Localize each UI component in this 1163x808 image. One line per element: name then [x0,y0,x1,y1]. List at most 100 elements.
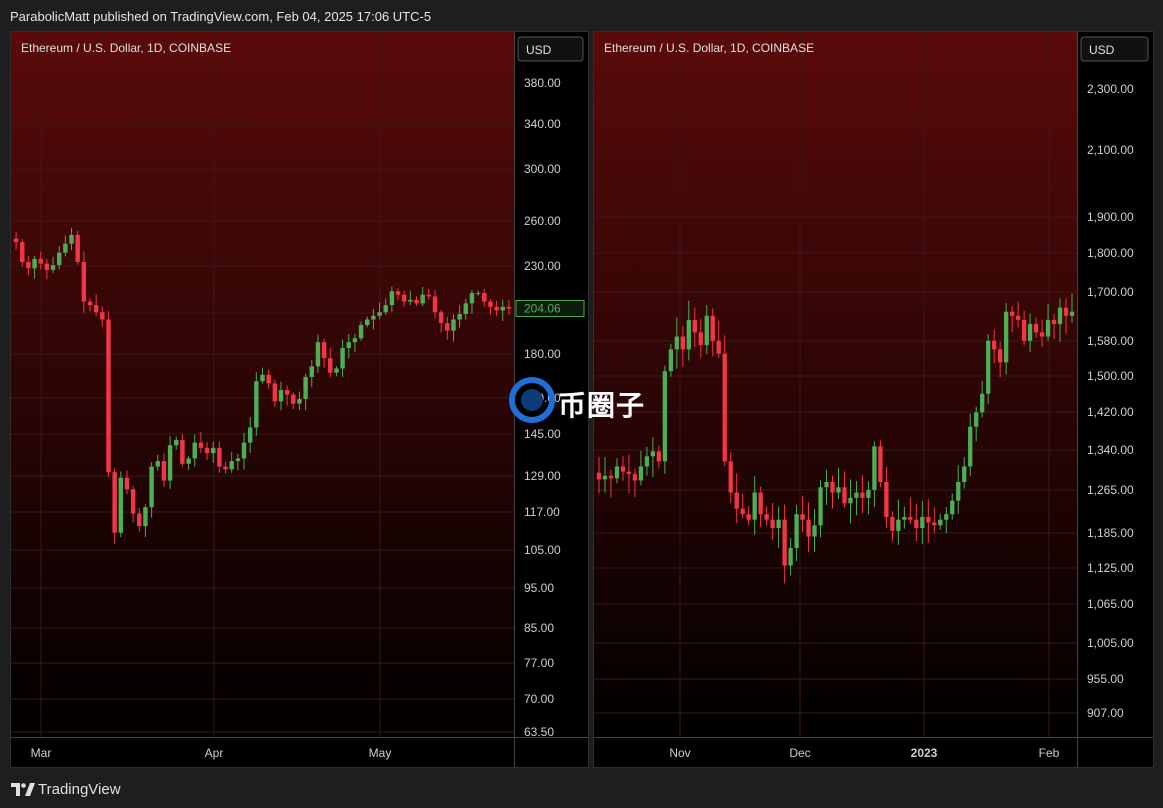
candle-body [241,442,247,459]
candle-body [475,292,481,294]
candle-body [962,466,967,482]
candle-body [180,440,185,464]
candle-body [1063,307,1069,316]
candle-body [210,447,216,454]
time-tick-label: Mar [31,746,52,760]
candle-body [401,294,407,302]
chart-panel-left[interactable]: 380.00340.00300.00260.00230.00206.00180.… [10,31,589,768]
candle-body [506,306,512,309]
published-caption: ParabolicMatt published on TradingView.c… [10,9,432,24]
time-tick-label: Apr [205,746,224,760]
chart-right-svg[interactable]: 2,300.00 2,100.00 1,900.00 1,800.00 1,700.00… [594,32,1153,767]
candle-body [950,500,955,515]
candle-body [776,519,781,529]
candle-body [334,368,339,373]
candle-body [758,492,763,515]
candle-body [1021,319,1027,341]
chart-panel-right[interactable]: 2,300.00 2,100.00 1,900.00 1,800.00 1,700.00… [593,31,1154,768]
time-tick-label: Dec [789,746,810,760]
candle-body [303,376,308,400]
price-tick-label: 1,900.00 [1087,210,1134,224]
footer-brand: TradingView [38,781,121,798]
time-tick-label: 2023 [911,746,938,760]
currency-label: USD [1089,43,1115,57]
candle-body [1069,311,1075,316]
candle-body [842,487,847,504]
candle-body [692,319,697,333]
candle-body [488,301,493,307]
candle-body [297,399,302,404]
candle-body [186,458,191,464]
candle-body [414,299,419,304]
price-tick-label: 105.00 [524,543,561,557]
candle-body [632,474,638,481]
candle-body [686,319,691,350]
last-price-badge [515,300,585,318]
candle-body [149,466,154,508]
candle-body [728,461,733,493]
candle-body [143,507,148,527]
candle-body [956,481,961,501]
price-tick-label: 260.00 [524,214,561,228]
candle-body [944,514,949,520]
candle-body [1033,324,1039,333]
candle-body [770,519,775,529]
candle-body [662,371,668,462]
footer: TradingView [0,775,1163,808]
candle-body [284,390,290,395]
candle-body [38,258,43,264]
candle-body [902,516,907,520]
candle-body [932,522,937,526]
last-price-label: 204.06 [524,302,561,316]
candle-body [432,296,438,313]
candle-body [315,342,321,367]
candle-body [836,487,841,493]
candle-body [100,312,105,320]
chart-left-svg[interactable]: 380.00340.00300.00260.00230.00206.00180.… [11,32,588,767]
candle-body [866,489,871,498]
watermark-logo-icon [509,377,555,423]
candle-body [50,265,56,270]
price-tick-label: 1,065.00 [1087,597,1134,611]
price-tick-label: 129.00 [524,469,561,483]
candle-body [93,305,99,313]
currency-button [1080,36,1149,62]
candle-body [346,342,351,349]
candle-body [63,243,68,253]
header-bar: ParabolicMatt published on TradingView.c… [0,0,1163,32]
candle-body [321,342,327,359]
candle-body [644,456,650,467]
candle-body [198,442,204,448]
price-tick-label: 85.00 [524,621,554,635]
candle-body [938,519,943,526]
candle-body [800,514,805,520]
candle-body [788,548,793,566]
candle-body [235,458,241,462]
candle-body [782,519,787,566]
candle-body [137,513,142,527]
price-tick-label: 95.00 [524,581,554,595]
price-tick-label: 1,500.00 [1087,369,1134,383]
candle-body [161,461,167,481]
candle-body [848,497,853,504]
chart-title: Ethereum / U.S. Dollar, 1D, COINBASE [21,41,231,55]
candle-body [896,519,901,531]
price-tick-label: 340.00 [524,117,561,131]
candle-body [457,314,462,320]
price-tick-label: 1,125.00 [1087,561,1134,575]
candle-body [377,312,382,316]
watermark-text: 币圈子 [558,390,646,421]
candle-body [680,336,685,350]
candle-body [704,315,709,346]
candle-body [106,319,111,473]
candle-body [740,508,745,515]
candle-body [1009,311,1015,316]
candle-body [445,323,450,331]
candle-body [32,258,37,269]
candle-body [908,516,913,520]
candle-body [764,514,769,520]
candle-body [81,261,87,302]
candle-body [698,332,703,346]
candle-body [247,427,253,443]
candle-body [920,516,925,529]
